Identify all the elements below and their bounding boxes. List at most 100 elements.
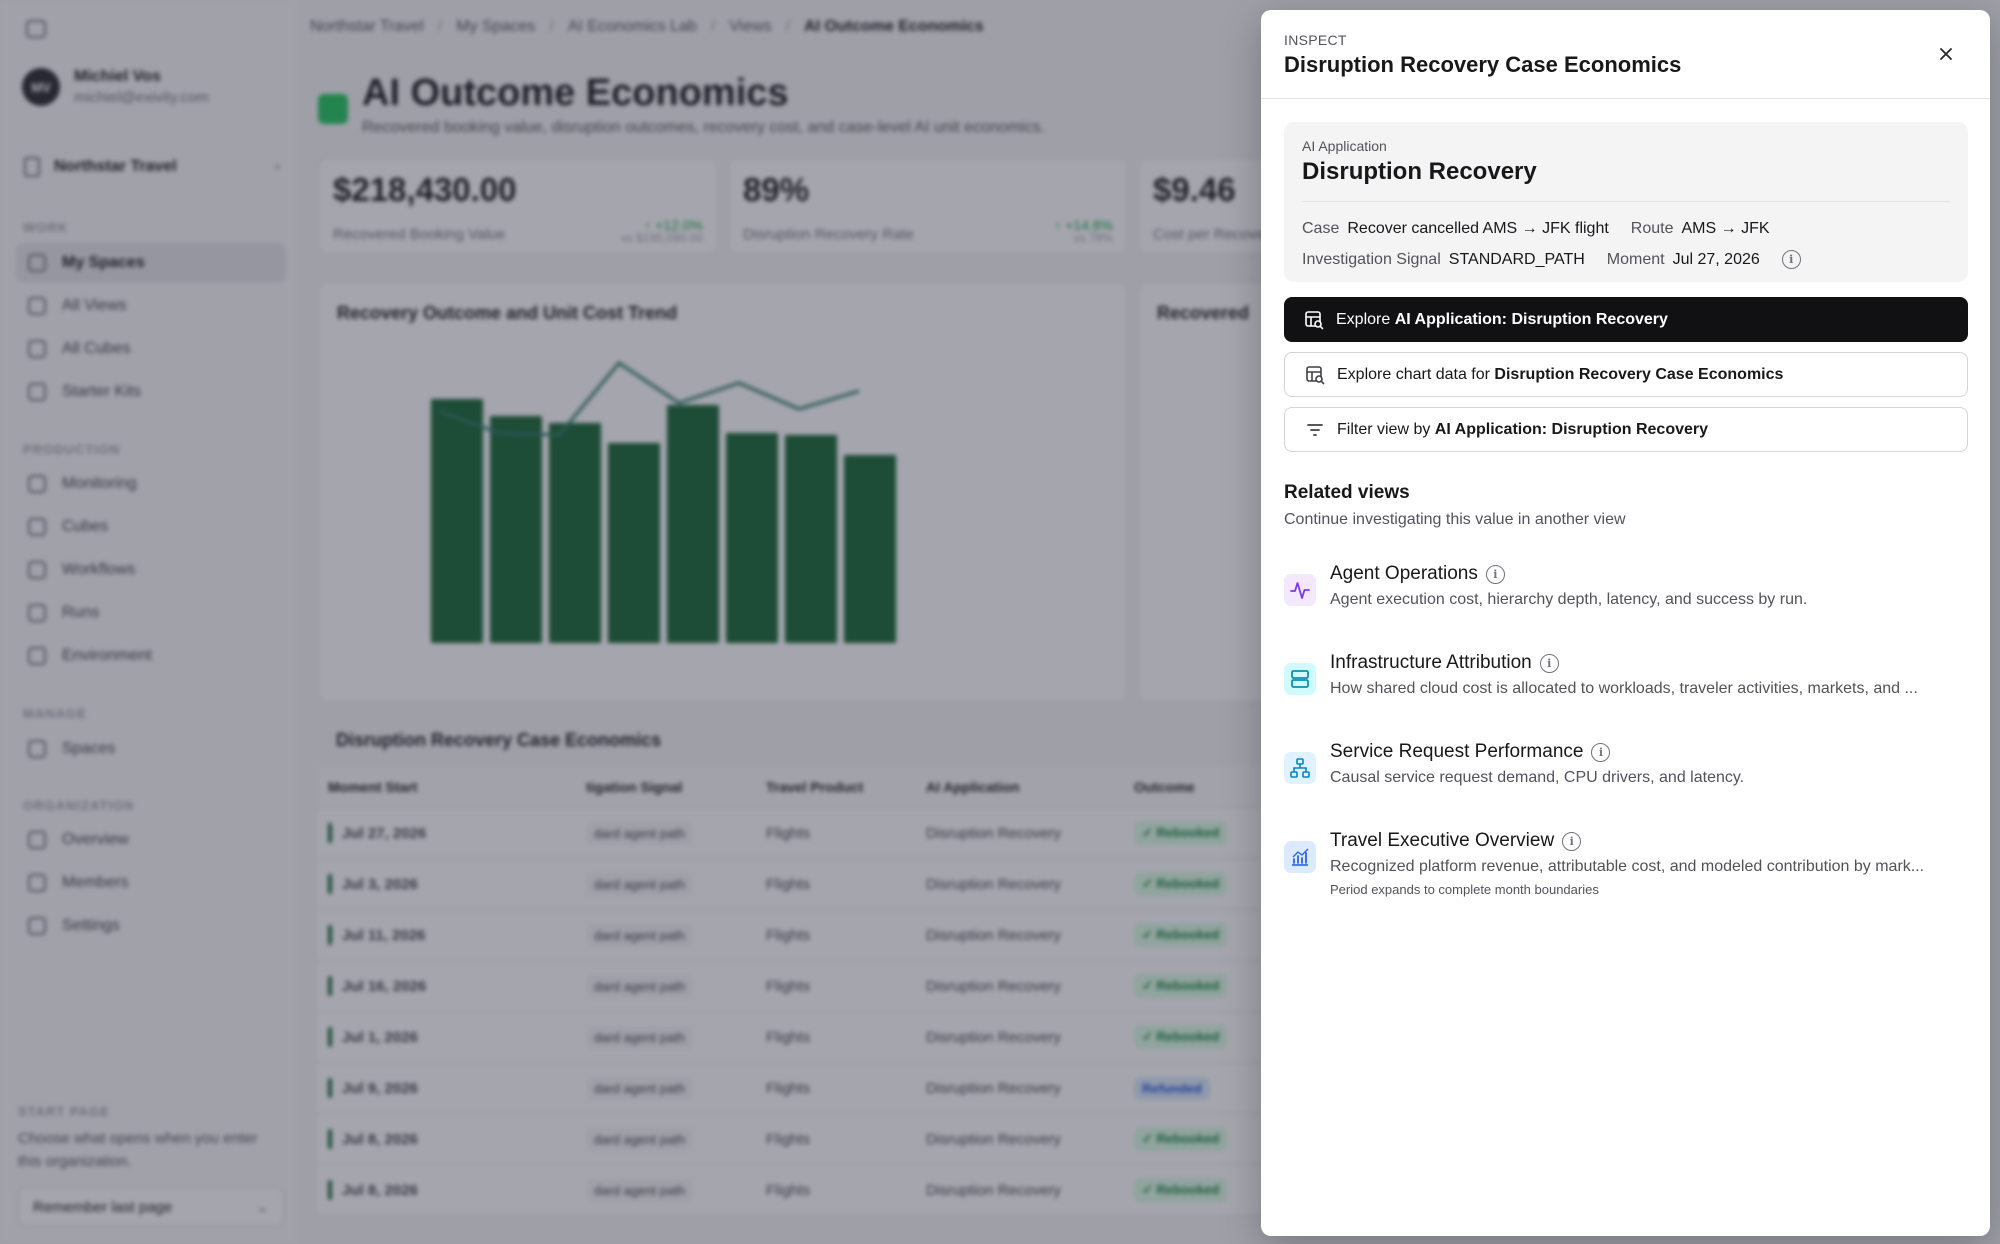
divider [1302, 201, 1950, 202]
cell-app: Disruption Recovery [926, 875, 1062, 893]
info-icon[interactable]: i [1781, 250, 1801, 269]
column-header[interactable]: Moment Start [328, 778, 418, 795]
sidebar-item-environment[interactable]: Environment [16, 636, 286, 676]
sidebar-toggle-icon[interactable] [26, 20, 46, 38]
sidebar-item-my-spaces[interactable]: My Spaces [16, 243, 286, 283]
user-profile[interactable]: MV Michiel Vos michiel@exivity.com [22, 68, 209, 106]
trend-chart-card: Recovery Outcome and Unit Cost Trend [318, 282, 1128, 702]
section-manage: MANAGE [23, 706, 87, 721]
sidebar-item-all-cubes[interactable]: All Cubes [16, 329, 286, 369]
table-row[interactable]: Jul 3, 2026 dard agent path Flights Disrupt… [318, 859, 1308, 910]
cell-product: Flights [766, 977, 811, 995]
breadcrumb-item[interactable]: My Spaces [456, 18, 536, 35]
info-icon[interactable]: i [1539, 653, 1559, 673]
sidebar-item-spaces[interactable]: Spaces [16, 729, 286, 769]
chart-bar [549, 423, 601, 643]
cell-product: Flights [766, 1130, 811, 1148]
table-row[interactable]: Jul 8, 2026 dard agent path Flights Disrupt… [318, 1114, 1308, 1165]
case-table: Moment Start tigation Signal Travel Prod… [318, 766, 1308, 1216]
table-row[interactable]: Jul 16, 2026 dard agent path Flights Disrup… [318, 961, 1308, 1012]
table-row[interactable]: Jul 8, 2026 dard agent path Flights Disrupt… [318, 1165, 1308, 1216]
info-icon[interactable]: i [1562, 831, 1582, 851]
cell-app: Disruption Recovery [926, 1130, 1062, 1148]
related-view-description: How shared cloud cost is allocated to wo… [1330, 680, 1918, 697]
server-icon [1284, 663, 1316, 695]
cell-signal: dard agent path [586, 1178, 694, 1202]
related-views-title: Related views [1284, 482, 1410, 503]
info-icon[interactable]: i [1591, 742, 1611, 762]
cell-app: Disruption Recovery [926, 824, 1062, 842]
meta-value: STANDARD_PATH [1448, 250, 1585, 268]
org-selector[interactable]: Northstar Travel › [24, 150, 280, 184]
sidebar-item-cubes[interactable]: Cubes [16, 507, 286, 547]
sidebar-item-overview[interactable]: Overview [16, 820, 286, 860]
org-name: Northstar Travel [54, 158, 177, 175]
chart-bar [667, 405, 719, 643]
sidebar-item-label: Environment [62, 647, 152, 664]
kpi-card[interactable]: 89% ↑ +14.8% vs 78% Disruption Recovery … [728, 158, 1128, 254]
application-title: Disruption Recovery [1302, 158, 1537, 185]
close-button[interactable] [1932, 40, 1960, 68]
sidebar-item-runs[interactable]: Runs [16, 593, 286, 633]
section-production: PRODUCTION [23, 442, 121, 457]
sidebar-item-label: Cubes [62, 518, 109, 535]
cell-signal: dard agent path [586, 821, 694, 845]
kpi-delta: ↑ +14.8% [1054, 217, 1113, 233]
start-page-select[interactable]: Remember last page ⌄ [18, 1187, 284, 1227]
user-email: michiel@exivity.com [74, 89, 209, 106]
monitor-icon [28, 475, 46, 493]
breadcrumb-item[interactable]: Northstar Travel [310, 18, 424, 35]
status-badge: ✓ Rebooked [1134, 974, 1228, 998]
related-view-name: Service Request Performance i [1330, 741, 1968, 763]
section-work: WORK [23, 220, 69, 235]
start-page-label: START PAGE [18, 1104, 110, 1119]
chart-bar [490, 416, 542, 643]
table-title: Disruption Recovery Case Economics [336, 730, 662, 750]
related-view-service-request-performance[interactable]: Service Request Performance i Causal serv… [1284, 740, 1968, 820]
table-header-row: Moment Start tigation Signal Travel Prod… [318, 766, 1308, 808]
network-icon [1284, 752, 1316, 784]
sidebar-item-settings[interactable]: Settings [16, 906, 286, 946]
table-row[interactable]: Jul 1, 2026 dard agent path Flights Disrupt… [318, 1012, 1308, 1063]
filter-view-button[interactable]: Filter view by AI Application: Disruptio… [1284, 407, 1968, 452]
column-header[interactable]: Outcome [1134, 778, 1195, 795]
table-row[interactable]: Jul 27, 2026 dard agent path Flights Disrup… [318, 808, 1308, 859]
sidebar-item-starter-kits[interactable]: Starter Kits [16, 372, 286, 412]
cell-date: Jul 16, 2026 [342, 977, 427, 995]
sidebar-item-label: Workflows [62, 561, 136, 578]
sidebar-item-members[interactable]: Members [16, 863, 286, 903]
kpi-compare: vs $195,090.00 [620, 231, 703, 245]
breadcrumb-item[interactable]: AI Economics Lab [567, 18, 697, 35]
column-header[interactable]: AI Application [926, 778, 1020, 795]
cell-product: Flights [766, 875, 811, 893]
cell-app: Disruption Recovery [926, 1079, 1062, 1097]
workflow-icon [28, 561, 46, 579]
explore-chart-data-button[interactable]: Explore chart data for Disruption Recove… [1284, 352, 1968, 397]
chart-icon [1284, 841, 1316, 873]
table-row[interactable]: Jul 11, 2026 dard agent path Flights Disrup… [318, 910, 1308, 961]
sidebar-item-all-views[interactable]: All Views [16, 286, 286, 326]
related-view-infrastructure-attribution[interactable]: Infrastructure Attribution i How shared c… [1284, 651, 1968, 731]
explore-application-button[interactable]: Explore AI Application: Disruption Recov… [1284, 297, 1968, 342]
activity-icon [1284, 574, 1316, 606]
button-label: Filter view by AI Application: Disruptio… [1337, 420, 1709, 438]
chart-bar [431, 399, 483, 643]
sidebar-item-label: Monitoring [62, 475, 137, 492]
related-view-travel-executive-overview[interactable]: Travel Executive Overview i Recognized pl… [1284, 829, 1968, 929]
sidebar-item-label: All Cubes [62, 340, 131, 357]
column-header[interactable]: tigation Signal [586, 778, 683, 795]
table-row[interactable]: Jul 9, 2026 dard agent path Flights Disrupt… [318, 1063, 1308, 1114]
column-header[interactable]: Travel Product [766, 778, 864, 795]
breadcrumb-item[interactable]: Views [729, 18, 772, 35]
sidebar-item-workflows[interactable]: Workflows [16, 550, 286, 590]
overview-icon [28, 831, 46, 849]
related-view-note: Period expands to complete month boundar… [1330, 882, 1599, 897]
views-icon [28, 297, 46, 315]
sidebar-item-monitoring[interactable]: Monitoring [16, 464, 286, 504]
info-icon[interactable]: i [1485, 564, 1505, 584]
related-view-description: Causal service request demand, CPU drive… [1330, 769, 1745, 786]
page-header: AI Outcome Economics Recovered booking v… [318, 72, 1045, 137]
kpi-card[interactable]: $218,430.00 ↑ +12.0% vs $195,090.00 Reco… [318, 158, 718, 254]
related-view-name: Infrastructure Attribution i [1330, 652, 1968, 674]
related-view-agent-operations[interactable]: Agent Operations i Agent execution cost, … [1284, 562, 1968, 642]
